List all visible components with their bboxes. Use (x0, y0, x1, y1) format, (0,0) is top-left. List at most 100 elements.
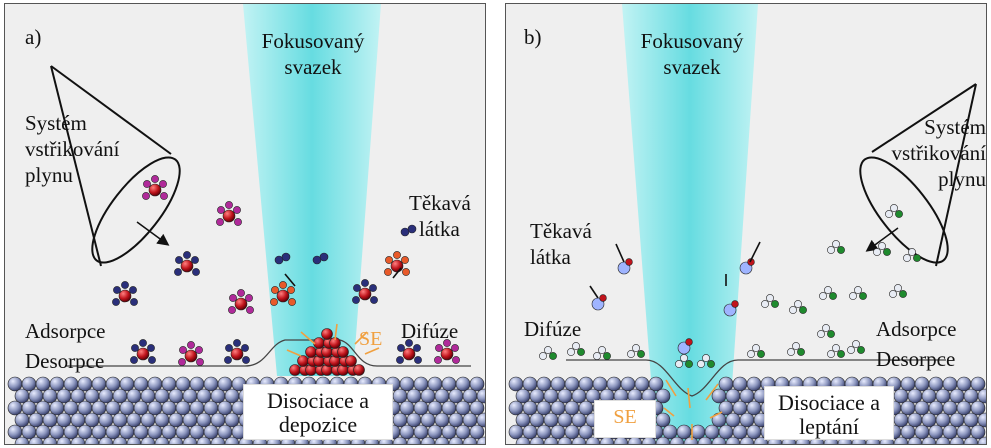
ligand-atom (216, 218, 224, 226)
ligand-atom (233, 206, 241, 214)
substrate-atom (578, 424, 594, 440)
metal-atom (148, 183, 162, 197)
etch-atom (857, 346, 865, 354)
injection-arrow (865, 227, 899, 252)
substrate-atom (182, 436, 198, 444)
substrate-atom (161, 376, 177, 392)
substrate-atom (900, 424, 916, 440)
ligand-atom (130, 298, 138, 306)
substrate-atom (119, 376, 135, 392)
ligand-atom (369, 284, 377, 292)
etch-atom (849, 292, 857, 300)
etch-atom (603, 352, 611, 360)
substrate-atom (462, 388, 478, 404)
ligand-atom (178, 358, 186, 366)
substrate-atom (420, 388, 436, 404)
substrate-atom (522, 376, 538, 392)
substrate-atom (718, 424, 734, 440)
ligand-atom (129, 286, 137, 294)
substrate-atom (7, 376, 23, 392)
secondary-electron-arrows (286, 323, 380, 357)
metal-atom (180, 259, 194, 273)
substrate-atom (427, 400, 443, 416)
substrate-atom (907, 436, 923, 444)
substrate-atom (196, 388, 212, 404)
substrate-atom (210, 388, 226, 404)
substrate-atom (508, 424, 524, 440)
volatile-label-line2: látka (530, 245, 571, 269)
substrate-atom (441, 424, 457, 440)
substrate-atom (392, 412, 408, 428)
substrate-atom (739, 412, 755, 428)
injection-arrow (136, 221, 170, 246)
etch-atom (685, 360, 693, 368)
substrate-atom (739, 388, 755, 404)
substrate-atom (536, 400, 552, 416)
substrate-atom (434, 412, 450, 428)
etch-atom (632, 344, 640, 352)
substrate-atom (168, 436, 184, 444)
substrate-atom (956, 424, 972, 440)
ligand-atom (402, 268, 410, 276)
substrate-atom (578, 400, 594, 416)
etch-atom (598, 346, 606, 354)
metal-atom (118, 289, 132, 303)
ligand-atom (183, 251, 191, 259)
substrate-atom (84, 412, 100, 428)
substrate-atom (725, 412, 741, 428)
substrate-atom (112, 388, 128, 404)
substrate-atom (704, 424, 720, 440)
substrate-atom (508, 376, 524, 392)
etch-atom (847, 346, 855, 354)
substrate-atom (970, 424, 986, 440)
substrate-atom (224, 412, 240, 428)
substrate-atom (956, 376, 972, 392)
etch-atom (787, 348, 795, 356)
substrate-atom (914, 400, 930, 416)
injector-label: Systém vstřikování plynu (25, 110, 120, 188)
substrate-atom (543, 388, 559, 404)
etch-atom (794, 300, 802, 308)
substrate-atom (399, 376, 415, 392)
volatile-atom (731, 300, 739, 308)
substrate-atom (893, 388, 909, 404)
substrate-atom (203, 424, 219, 440)
substrate-atom (921, 412, 937, 428)
ligand-atom (237, 289, 245, 297)
etch-atom (637, 350, 645, 358)
substrate-atom (970, 400, 986, 416)
ligand-atom (175, 256, 183, 264)
substrate-atom (732, 400, 748, 416)
substrate-atom (529, 412, 545, 428)
volatile-label-line1: Těkavá (409, 191, 471, 215)
ligand-atom (195, 346, 203, 354)
panel-label: a) (25, 25, 42, 49)
substrate-atom (49, 376, 65, 392)
ligand-atom (393, 251, 401, 259)
beam-label-line1: Fokusovaný (640, 29, 744, 53)
volatile-atom (407, 224, 417, 234)
etch-gas-molecules (539, 204, 921, 368)
substrate-atom (42, 412, 58, 428)
etch-atom (908, 248, 916, 256)
substrate-atom (98, 436, 114, 444)
substrate-atom (119, 424, 135, 440)
substrate-atom (77, 400, 93, 416)
ligand-atom (228, 306, 236, 314)
metal-atom (402, 347, 416, 361)
etch-atom (792, 342, 800, 350)
ligand-atom (121, 281, 129, 289)
ligand-atom (229, 294, 237, 302)
ligand-atom (245, 294, 253, 302)
se-label: SE (359, 328, 383, 350)
ligand-atom (179, 346, 187, 354)
ligand-atom (270, 298, 278, 306)
deposited-atom (289, 364, 301, 376)
substrate-atom (154, 388, 170, 404)
substrate-atom (711, 436, 727, 444)
substrate-atom (469, 376, 485, 392)
substrate-atom (434, 388, 450, 404)
ligand-atom (413, 344, 421, 352)
volatile-atom (685, 338, 693, 346)
injector-label-line3: plynu (938, 167, 986, 191)
